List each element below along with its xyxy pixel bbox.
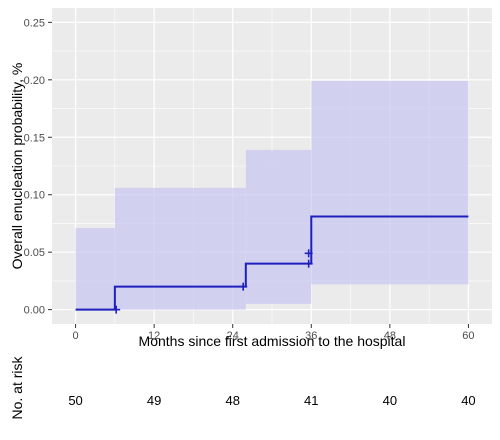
- confidence-band: [75, 80, 469, 310]
- confidence-band-segment: [75, 228, 115, 310]
- y-axis-title: Overall enucleation probability, %: [9, 63, 25, 270]
- survival-curve: [75, 215, 469, 311]
- step-line: [75, 215, 469, 311]
- risk-table-value: 40: [383, 393, 397, 408]
- x-axis: 0 12 24 36 48 60: [73, 324, 475, 342]
- x-tick-label: 48: [384, 330, 396, 342]
- risk-table-value: 48: [225, 393, 239, 408]
- x-tick-label: 60: [462, 330, 474, 342]
- y-tick-label: 0.25: [24, 17, 45, 29]
- risk-table: 50 49 48 41 40 40: [68, 393, 475, 408]
- risk-table-value: 40: [461, 393, 475, 408]
- x-tick-label: 12: [148, 330, 160, 342]
- confidence-band-segment: [311, 80, 469, 285]
- risk-table-title: No. at risk: [9, 355, 25, 419]
- censor-marks: [112, 249, 313, 314]
- y-tick-label: 0.20: [24, 75, 45, 87]
- x-axis-title: Months since first admission to the hosp…: [139, 333, 406, 349]
- y-axis: 0.00 0.05 0.10 0.15 0.20 0.25: [24, 17, 52, 317]
- y-tick-label: 0.00: [24, 305, 45, 317]
- y-tick-label: 0.10: [24, 190, 45, 202]
- y-tick-label: 0.15: [24, 132, 45, 144]
- risk-table-value: 49: [147, 393, 161, 408]
- x-tick-label: 24: [227, 330, 239, 342]
- x-tick-label: 0: [73, 330, 79, 342]
- y-tick-label: 0.05: [24, 247, 45, 259]
- risk-table-value: 50: [68, 393, 82, 408]
- risk-table-value: 41: [304, 393, 318, 408]
- x-tick-label: 36: [305, 330, 317, 342]
- confidence-band-segment: [114, 187, 246, 310]
- confidence-band-segment: [245, 149, 312, 304]
